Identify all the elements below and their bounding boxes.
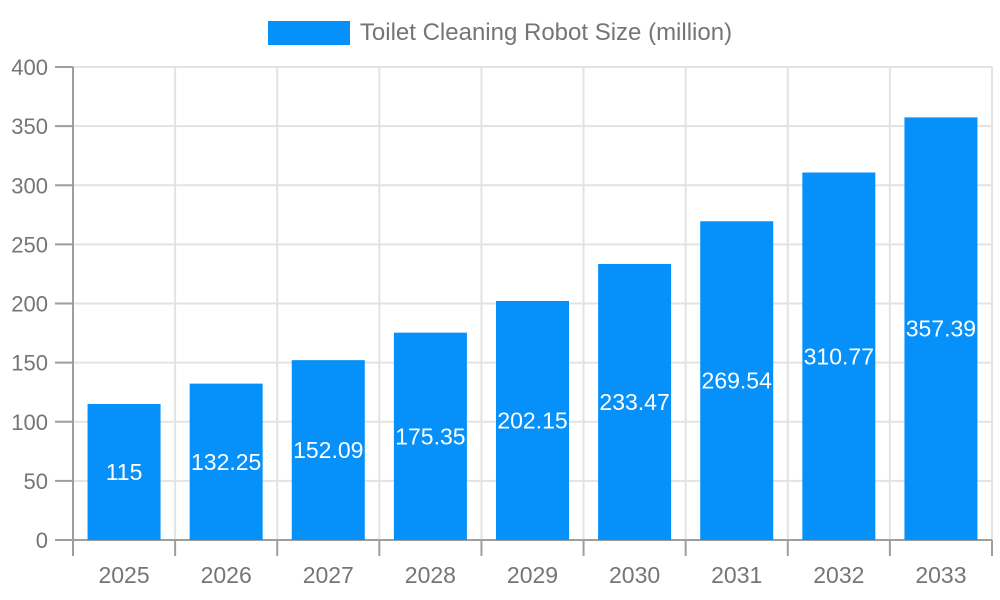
bar-value-label: 233.47: [599, 389, 669, 415]
x-tick-label: 2030: [609, 562, 660, 588]
y-tick-label: 0: [36, 528, 48, 553]
x-tick-label: 2029: [507, 562, 558, 588]
y-tick-label: 50: [24, 469, 48, 494]
y-tick-label: 200: [11, 292, 48, 317]
x-tick-label: 2031: [711, 562, 762, 588]
y-tick-label: 350: [11, 114, 48, 139]
bar-value-label: 132.25: [191, 449, 261, 475]
bar[interactable]: [802, 172, 876, 541]
y-tick-label: 400: [11, 55, 48, 80]
legend[interactable]: Toilet Cleaning Robot Size (million): [0, 19, 1000, 47]
bar[interactable]: [700, 221, 774, 540]
bar[interactable]: [291, 360, 365, 540]
bar-value-label: 357.39: [906, 316, 976, 342]
bar-value-label: 115: [106, 459, 143, 485]
legend-label: Toilet Cleaning Robot Size (million): [359, 19, 733, 46]
bar[interactable]: [904, 117, 978, 540]
bar[interactable]: [496, 300, 569, 540]
bar-value-label: 202.15: [497, 407, 567, 433]
y-tick-label: 100: [11, 410, 48, 435]
y-tick-label: 250: [11, 232, 48, 257]
legend-swatch-icon: [267, 21, 350, 45]
x-tick-label: 2033: [915, 562, 966, 588]
x-tick-label: 2027: [303, 562, 354, 588]
y-tick-label: 150: [11, 351, 48, 376]
bar[interactable]: [189, 383, 263, 540]
bar[interactable]: [87, 404, 161, 540]
bar-value-label: 310.77: [804, 343, 874, 369]
y-tick-label: 300: [11, 173, 48, 198]
bar[interactable]: [598, 263, 672, 540]
bar-value-label: 269.54: [702, 368, 773, 394]
x-tick-label: 2032: [813, 562, 864, 588]
x-tick-label: 2028: [405, 562, 456, 588]
bar-value-label: 152.09: [293, 437, 363, 463]
bar-value-label: 175.35: [395, 423, 465, 449]
bar[interactable]: [393, 332, 467, 540]
x-tick-label: 2026: [201, 562, 252, 588]
x-tick-label: 2025: [98, 562, 149, 588]
